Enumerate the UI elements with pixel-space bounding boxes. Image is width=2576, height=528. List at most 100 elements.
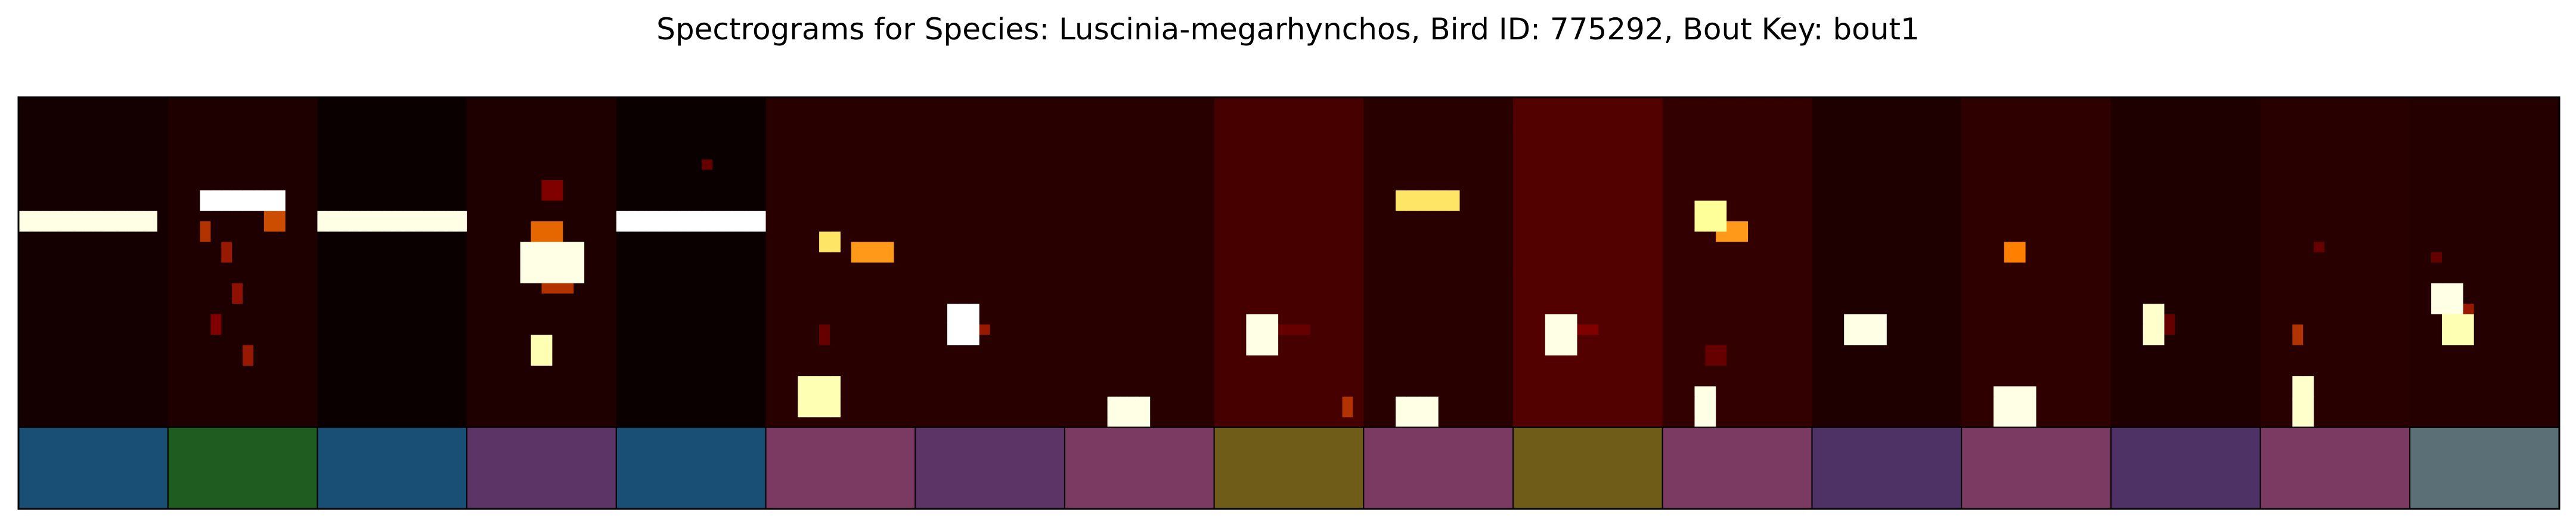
spectrogram-cell	[1385, 180, 1396, 191]
spectrogram-cell	[1331, 200, 1343, 211]
spectrogram-cell	[253, 375, 265, 387]
spectrogram-cell	[243, 180, 254, 191]
spectrogram-cell	[402, 365, 414, 376]
spectrogram-cell	[616, 313, 628, 325]
spectrogram-cell	[306, 334, 318, 345]
spectrogram-cell	[370, 128, 382, 139]
spectrogram-cell	[1513, 107, 1524, 119]
spectrogram-cell	[1513, 231, 1524, 242]
spectrogram-cell	[1235, 334, 1247, 345]
spectrogram-cell	[723, 324, 734, 335]
spectrogram-cell	[1449, 107, 1461, 119]
spectrogram-cell	[232, 406, 243, 418]
spectrogram-cell	[456, 334, 467, 345]
spectrogram-cell	[1651, 272, 1663, 283]
spectrogram-cell	[968, 406, 980, 418]
spectrogram-cell	[1513, 118, 1524, 129]
spectrogram-cell	[1257, 107, 1268, 119]
spectrogram-cell	[402, 128, 414, 139]
spectrogram-cell	[733, 385, 745, 397]
spectrogram-cell	[264, 344, 275, 356]
spectrogram-cell	[1011, 128, 1022, 139]
spectrogram-cell	[1342, 324, 1354, 335]
spectrogram-cell	[1203, 365, 1215, 376]
spectrogram-cell	[1022, 303, 1033, 314]
spectrogram-cell	[328, 293, 339, 304]
spectrogram-cell	[605, 396, 617, 407]
spectrogram-cell	[253, 262, 265, 273]
spectrogram-cell	[146, 97, 158, 108]
spectrogram-cell	[1011, 416, 1022, 428]
spectrogram-cell	[1246, 231, 1257, 242]
spectrogram-cell	[264, 293, 275, 304]
spectrogram-cell	[1523, 128, 1535, 139]
spectrogram-cell	[306, 262, 318, 273]
spectrogram-cell	[937, 334, 948, 345]
spectrogram-segment-7	[915, 97, 1065, 428]
spectrogram-cell	[765, 406, 777, 418]
spectrogram-cell	[883, 396, 895, 407]
spectrogram-cell	[1011, 355, 1022, 366]
spectrogram-cell	[370, 313, 382, 325]
spectrogram-cell	[808, 241, 820, 252]
spectrogram-cell	[1289, 396, 1300, 407]
spectrogram-cell	[93, 138, 104, 150]
spectrogram-cell	[637, 416, 649, 428]
spectrogram-cell	[755, 283, 767, 294]
spectrogram-cell	[947, 190, 959, 201]
spectrogram-cell	[306, 324, 318, 335]
spectrogram-cell	[1214, 159, 1226, 170]
spectrogram-cell	[1289, 149, 1300, 160]
spectrogram-cell	[1278, 180, 1289, 191]
spectrogram-cell	[61, 107, 73, 119]
spectrogram-cell	[157, 221, 169, 232]
spectrogram-cell	[82, 385, 94, 397]
spectrogram-cell	[339, 241, 350, 252]
spectrogram-cell	[1289, 313, 1300, 325]
spectrogram-cell	[296, 107, 308, 119]
spectrogram-cell	[402, 180, 414, 191]
spectrogram-cell	[915, 118, 926, 129]
spectrogram-cell	[1161, 396, 1172, 407]
spectrogram-cell	[1033, 272, 1044, 283]
spectrogram-cell	[808, 211, 820, 221]
spectrogram-cell	[1577, 334, 1589, 345]
spectrogram-cell	[595, 200, 606, 211]
spectrogram-cell	[1470, 200, 1481, 211]
spectrogram-cell	[723, 303, 734, 314]
spectrogram-cell	[723, 149, 734, 160]
spectrogram-cell	[1481, 416, 1492, 428]
spectrogram-cell	[552, 313, 563, 325]
spectrogram-cell	[1651, 149, 1663, 160]
spectrogram-cell	[723, 416, 734, 428]
spectrogram-cell	[819, 211, 830, 221]
spectrogram-cell	[168, 231, 179, 242]
spectrogram-cell	[1716, 406, 1727, 418]
spectrogram-cell	[926, 385, 937, 397]
spectrogram-cell	[1438, 211, 1450, 221]
spectrogram-cell	[1043, 211, 1055, 221]
spectrogram-cell	[1214, 231, 1226, 242]
spectrogram-cell	[819, 252, 830, 263]
spectrogram-cell	[1171, 355, 1183, 366]
spectrogram-cell	[445, 231, 457, 242]
spectrogram-cell	[1374, 211, 1385, 221]
spectrogram-cell	[1598, 252, 1610, 263]
spectrogram-cell	[1289, 252, 1300, 263]
spectrogram-cell	[200, 97, 211, 108]
spectrogram-cell	[755, 272, 767, 283]
spectrogram-cell	[104, 283, 115, 294]
spectrogram-cell	[1481, 169, 1492, 180]
spectrogram-cell	[1171, 180, 1183, 191]
spectrogram-cell	[829, 324, 841, 335]
spectrogram-cell	[1555, 221, 1567, 232]
spectrogram-cell	[1171, 396, 1183, 407]
spectrogram-cell	[488, 97, 500, 108]
spectrogram-cell	[627, 262, 638, 273]
spectrogram-cell	[82, 241, 94, 252]
spectrogram-cell	[1086, 416, 1098, 428]
spectrogram-cell	[1064, 169, 1076, 180]
spectrogram-cell	[1064, 221, 1076, 232]
spectrogram-cell	[552, 231, 563, 242]
spectrogram-cell	[509, 324, 521, 335]
